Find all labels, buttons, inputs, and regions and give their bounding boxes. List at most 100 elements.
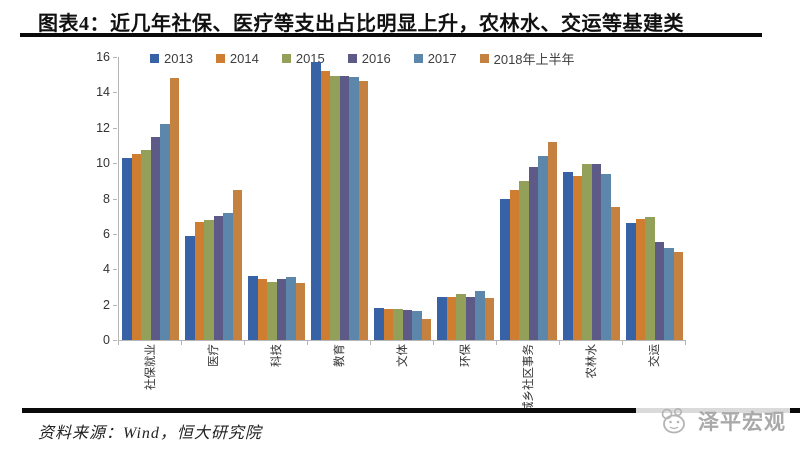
- x-label-cell: 城乡社区事务: [496, 344, 559, 432]
- bar: [412, 310, 422, 340]
- bar-group: [560, 57, 623, 340]
- x-tick-label: 教育: [333, 344, 346, 367]
- legend-swatch-icon: [413, 54, 423, 63]
- legend-swatch-icon: [150, 54, 159, 63]
- bar: [311, 62, 321, 340]
- x-label-cell: 农林水: [559, 344, 622, 432]
- legend-label: 2016: [361, 51, 391, 66]
- y-tick-mark: [113, 233, 117, 235]
- bar: [437, 296, 447, 340]
- legend-item: 2013: [150, 51, 193, 66]
- x-label-cell: 环保: [433, 344, 496, 432]
- x-tick-label: 交运: [648, 344, 661, 367]
- legend-item: 2015: [281, 51, 325, 66]
- x-tick-label: 城乡社区事务: [522, 344, 535, 413]
- y-tick-mark: [113, 340, 117, 341]
- bar: [150, 136, 160, 340]
- legend-swatch-icon: [479, 54, 489, 63]
- bar: [528, 166, 538, 340]
- source-text: 资料来源：Wind，恒大研究院: [38, 425, 262, 442]
- bar: [465, 296, 475, 340]
- legend-item: 2016: [347, 51, 391, 66]
- y-tick-label: 10: [96, 156, 110, 171]
- x-tick-mark: [433, 341, 434, 345]
- bar-group: [308, 57, 371, 340]
- plot-area: [118, 57, 686, 341]
- y-tick-mark: [113, 269, 117, 271]
- bar: [141, 149, 151, 340]
- chart-legend: 2013 2014 2015 2016 2017 2018年上半年: [150, 49, 575, 68]
- bar: [610, 207, 620, 340]
- x-label-cell: 文体: [370, 344, 433, 432]
- legend-label: 2018年上半年: [493, 52, 575, 67]
- x-tick-mark: [118, 341, 119, 345]
- legend-label: 2017: [427, 51, 457, 66]
- bar: [635, 218, 645, 340]
- legend-swatch-icon: [215, 54, 225, 63]
- bar: [673, 252, 683, 340]
- bar: [645, 217, 655, 340]
- bar-group: [245, 57, 308, 340]
- bar: [339, 76, 349, 340]
- bar: [475, 291, 485, 340]
- bar: [204, 219, 214, 340]
- y-tick-mark: [113, 198, 117, 200]
- bar-group: [497, 57, 560, 340]
- bar-group: [119, 57, 182, 340]
- y-tick-mark: [113, 127, 117, 129]
- bar-group: [623, 57, 686, 340]
- bar: [591, 164, 601, 340]
- bar-group: [434, 57, 497, 340]
- y-tick-label: 6: [103, 226, 110, 241]
- y-tick-label: 14: [96, 85, 110, 100]
- bar: [295, 282, 305, 340]
- x-tick-label: 文体: [396, 344, 409, 367]
- bar: [484, 297, 494, 340]
- y-tick-mark: [113, 57, 117, 58]
- x-tick-label: 环保: [459, 344, 472, 367]
- x-tick-mark: [559, 341, 560, 345]
- bar-group: [182, 57, 245, 340]
- y-tick-label: 8: [103, 191, 110, 206]
- x-tick-mark: [496, 341, 497, 345]
- bar: [402, 309, 412, 340]
- x-tick-label: 农林水: [585, 344, 598, 379]
- bar: [213, 216, 223, 340]
- watermark-text: 泽平宏观: [698, 410, 786, 434]
- bar: [358, 80, 368, 340]
- y-tick-label: 4: [103, 262, 110, 277]
- bar: [257, 278, 267, 340]
- x-tick-label: 社保就业: [144, 344, 157, 390]
- legend-item: 2014: [215, 51, 259, 66]
- bar: [519, 180, 529, 340]
- bar: [582, 164, 592, 340]
- bar: [223, 212, 233, 340]
- x-label-cell: 教育: [307, 344, 370, 432]
- bar: [286, 277, 296, 340]
- bar: [572, 175, 582, 340]
- bar: [563, 171, 573, 340]
- bar: [383, 309, 393, 340]
- y-tick-label: 2: [103, 297, 110, 312]
- y-tick-label: 12: [96, 120, 110, 135]
- bar: [393, 309, 403, 340]
- legend-label: 2015: [295, 51, 325, 66]
- bar: [509, 189, 519, 340]
- legend-label: 2014: [229, 51, 259, 66]
- bar: [374, 308, 384, 340]
- title-underline: [20, 33, 762, 37]
- bar: [131, 154, 141, 340]
- bar: [421, 318, 431, 340]
- bar: [349, 77, 359, 340]
- x-tick-mark: [307, 341, 308, 345]
- bar: [626, 223, 636, 340]
- bar: [194, 221, 204, 340]
- bar: [276, 278, 286, 340]
- legend-item: 2018年上半年: [479, 49, 575, 68]
- footer-rule: [22, 408, 800, 413]
- x-tick-mark: [685, 341, 686, 345]
- x-tick-label: 科技: [270, 344, 283, 367]
- bar: [547, 141, 557, 340]
- y-tick-label: 16: [96, 50, 110, 64]
- bar: [538, 156, 548, 340]
